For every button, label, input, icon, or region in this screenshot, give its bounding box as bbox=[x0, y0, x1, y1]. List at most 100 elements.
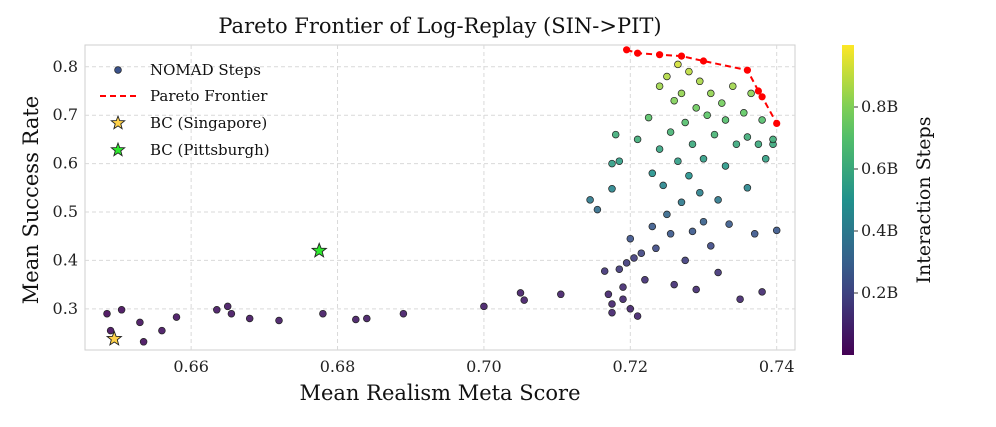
legend-swatch-star bbox=[110, 141, 126, 157]
data-point bbox=[619, 295, 627, 303]
colorbar-gradient bbox=[842, 45, 854, 355]
y-axis-label: Mean Success Rate bbox=[19, 96, 43, 304]
y-tick-label: 0.7 bbox=[53, 105, 78, 124]
data-point bbox=[666, 230, 675, 238]
data-point bbox=[688, 227, 697, 236]
data-point bbox=[685, 67, 693, 76]
data-point bbox=[677, 89, 686, 98]
legend-label: BC (Pittsburgh) bbox=[150, 141, 270, 159]
data-point bbox=[593, 205, 602, 214]
data-point bbox=[172, 313, 181, 321]
y-tick-label: 0.4 bbox=[53, 250, 78, 269]
data-point bbox=[633, 312, 642, 320]
data-point bbox=[633, 135, 642, 144]
colorbar-tick-label: 0.6B bbox=[861, 159, 898, 178]
data-point bbox=[707, 242, 715, 250]
data-point bbox=[630, 254, 638, 262]
y-tick-label: 0.3 bbox=[53, 299, 78, 318]
data-point bbox=[692, 285, 700, 294]
plot-frame bbox=[84, 44, 796, 351]
data-point bbox=[223, 302, 232, 311]
data-point bbox=[363, 314, 371, 323]
data-point bbox=[139, 338, 148, 346]
x-tick-label: 0.66 bbox=[173, 357, 209, 376]
colorbar-tick-label: 0.8B bbox=[861, 97, 898, 116]
data-point bbox=[681, 256, 689, 265]
legend-label: Pareto Frontier bbox=[150, 87, 268, 105]
data-point bbox=[480, 302, 488, 311]
data-point bbox=[600, 267, 609, 275]
nomad-points bbox=[103, 60, 781, 346]
data-point bbox=[703, 111, 711, 119]
data-point bbox=[399, 309, 408, 318]
pareto-frontier-group bbox=[623, 46, 781, 127]
data-point bbox=[352, 315, 360, 324]
data-point bbox=[707, 89, 715, 98]
data-point bbox=[721, 116, 730, 124]
data-point bbox=[699, 155, 708, 163]
data-point bbox=[677, 198, 686, 207]
data-point bbox=[663, 72, 671, 81]
data-point bbox=[681, 118, 689, 127]
data-point bbox=[117, 306, 126, 314]
pareto-point bbox=[758, 93, 766, 101]
colorbar-tick-label: 0.2B bbox=[861, 283, 898, 302]
data-point bbox=[637, 249, 646, 257]
data-point bbox=[213, 306, 221, 314]
data-point bbox=[663, 210, 671, 219]
data-point bbox=[586, 196, 594, 204]
data-point bbox=[688, 140, 697, 148]
data-point bbox=[622, 259, 631, 267]
y-tick-label: 0.5 bbox=[53, 202, 78, 221]
bc-stars bbox=[105, 242, 328, 346]
data-point bbox=[696, 188, 704, 197]
data-point bbox=[103, 309, 111, 318]
data-point bbox=[740, 109, 748, 117]
data-point bbox=[648, 169, 657, 178]
legend-label: BC (Singapore) bbox=[150, 114, 267, 132]
data-point bbox=[714, 268, 722, 277]
x-tick-label: 0.72 bbox=[612, 357, 648, 376]
pareto-point bbox=[699, 57, 708, 65]
pareto-point bbox=[743, 66, 752, 74]
data-point bbox=[615, 265, 624, 273]
x-tick-label: 0.68 bbox=[320, 357, 356, 376]
data-point bbox=[743, 133, 752, 141]
data-point bbox=[659, 181, 667, 190]
data-point bbox=[725, 220, 733, 228]
data-point bbox=[732, 140, 741, 148]
data-point bbox=[674, 157, 682, 165]
data-point bbox=[652, 244, 660, 253]
y-tick-label: 0.8 bbox=[53, 57, 78, 76]
data-point bbox=[136, 318, 144, 327]
data-point bbox=[604, 290, 613, 299]
data-point bbox=[608, 185, 616, 193]
data-point bbox=[743, 184, 752, 192]
data-point bbox=[608, 308, 616, 317]
chart-title: Pareto Frontier of Log-Replay (SIN->PIT) bbox=[218, 14, 661, 38]
data-point bbox=[666, 128, 675, 136]
data-point bbox=[608, 300, 616, 308]
data-point bbox=[772, 226, 781, 235]
data-point bbox=[626, 234, 635, 243]
data-point bbox=[747, 89, 755, 98]
data-point bbox=[769, 135, 777, 144]
colorbar-label: Interaction Steps bbox=[913, 117, 935, 284]
data-point bbox=[655, 145, 664, 153]
legend-swatch-star bbox=[110, 114, 126, 130]
data-point bbox=[761, 155, 770, 163]
pareto-point bbox=[773, 119, 781, 127]
data-point bbox=[641, 276, 649, 284]
data-point bbox=[758, 116, 766, 124]
bc-pittsburgh-star bbox=[310, 242, 328, 258]
pareto-point bbox=[634, 49, 642, 57]
data-point bbox=[692, 104, 700, 112]
data-point bbox=[750, 230, 759, 238]
data-point bbox=[754, 140, 763, 148]
data-point bbox=[721, 162, 730, 170]
data-point bbox=[674, 60, 682, 69]
colorbar: 0.2B 0.4B 0.6B 0.8B bbox=[842, 45, 898, 355]
data-point bbox=[696, 77, 704, 86]
data-point bbox=[158, 326, 166, 335]
